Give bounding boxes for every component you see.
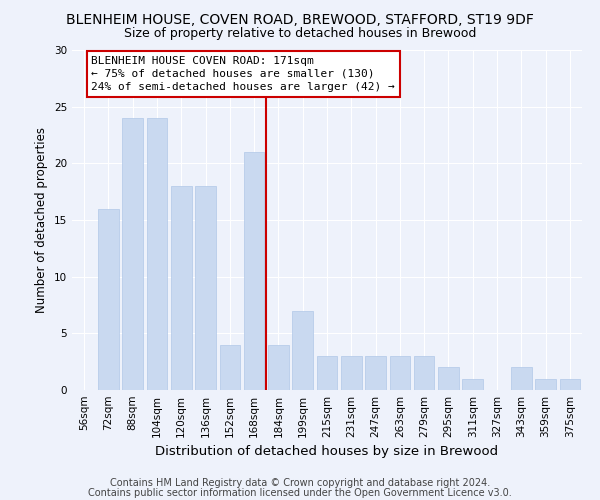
Text: BLENHEIM HOUSE, COVEN ROAD, BREWOOD, STAFFORD, ST19 9DF: BLENHEIM HOUSE, COVEN ROAD, BREWOOD, STA…	[66, 12, 534, 26]
Text: Contains public sector information licensed under the Open Government Licence v3: Contains public sector information licen…	[88, 488, 512, 498]
Bar	[171, 186, 191, 390]
Bar	[122, 118, 143, 390]
Text: Size of property relative to detached houses in Brewood: Size of property relative to detached ho…	[124, 28, 476, 40]
Bar	[146, 118, 167, 390]
Bar	[438, 368, 459, 390]
Bar	[414, 356, 434, 390]
Bar	[244, 152, 265, 390]
Bar	[365, 356, 386, 390]
Bar	[195, 186, 216, 390]
Bar	[463, 378, 483, 390]
Bar	[220, 344, 240, 390]
Y-axis label: Number of detached properties: Number of detached properties	[35, 127, 49, 313]
Bar	[98, 208, 119, 390]
Bar	[389, 356, 410, 390]
Text: BLENHEIM HOUSE COVEN ROAD: 171sqm
← 75% of detached houses are smaller (130)
24%: BLENHEIM HOUSE COVEN ROAD: 171sqm ← 75% …	[91, 56, 395, 92]
Bar	[317, 356, 337, 390]
Bar	[560, 378, 580, 390]
Text: Contains HM Land Registry data © Crown copyright and database right 2024.: Contains HM Land Registry data © Crown c…	[110, 478, 490, 488]
X-axis label: Distribution of detached houses by size in Brewood: Distribution of detached houses by size …	[155, 446, 499, 458]
Bar	[341, 356, 362, 390]
Bar	[292, 310, 313, 390]
Bar	[511, 368, 532, 390]
Bar	[535, 378, 556, 390]
Bar	[268, 344, 289, 390]
